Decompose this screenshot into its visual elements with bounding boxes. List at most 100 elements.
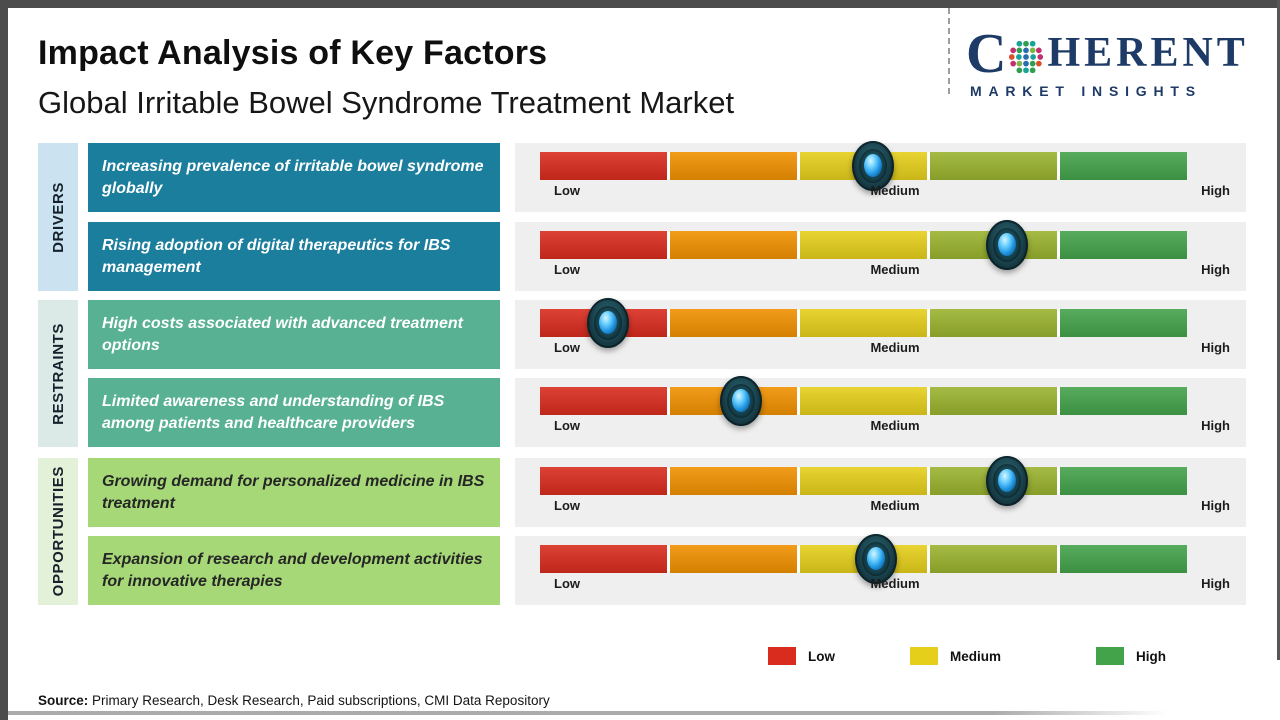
- scale-segment-5: [1060, 467, 1187, 495]
- logo-brand-name: C HERENT: [966, 26, 1266, 82]
- scale-segment-5: [1060, 231, 1187, 259]
- factor-box: Increasing prevalence of irritable bowel…: [88, 143, 500, 212]
- scale-label-low: Low: [554, 498, 580, 513]
- frame-border-top: [0, 0, 1280, 8]
- page-subtitle: Global Irritable Bowel Syndrome Treatmen…: [38, 85, 735, 120]
- scale-label-low: Low: [554, 418, 580, 433]
- factor-box: Rising adoption of digital therapeutics …: [88, 222, 500, 291]
- impact-scale-bar: [540, 387, 1187, 415]
- scale-label-high: High: [1201, 498, 1230, 513]
- factor-text: Rising adoption of digital therapeutics …: [102, 237, 451, 276]
- factor-text: Growing demand for personalized medicine…: [102, 473, 485, 512]
- frame-border-right: [1277, 0, 1280, 660]
- scale-segment-1: [540, 467, 667, 495]
- logo-letters-herent: HERENT: [1047, 30, 1249, 76]
- source-label: Source:: [38, 693, 89, 708]
- category-strip-drivers: DRIVERS: [38, 143, 78, 291]
- impact-panel: Low Medium High: [515, 220, 1246, 291]
- impact-slider-knob[interactable]: [852, 141, 895, 191]
- page-title: Impact Analysis of Key Factors: [38, 34, 548, 72]
- legend-item-high: High: [1096, 646, 1166, 666]
- impact-panel: Low Medium High: [515, 376, 1246, 447]
- scale-label-medium: Medium: [870, 418, 920, 433]
- impact-panel: Low Medium High: [515, 141, 1246, 212]
- scale-segment-1: [540, 387, 667, 415]
- source-text: Primary Research, Desk Research, Paid su…: [92, 693, 550, 708]
- legend-label: High: [1136, 648, 1166, 664]
- scale-segment-1: [540, 231, 667, 259]
- scale-label-high: High: [1201, 576, 1230, 591]
- factor-box: High costs associated with advanced trea…: [88, 300, 500, 369]
- scale-label-medium: Medium: [870, 576, 920, 591]
- factor-box: Limited awareness and understanding of I…: [88, 378, 500, 447]
- scale-label-high: High: [1201, 183, 1230, 198]
- scale-label-medium: Medium: [870, 498, 920, 513]
- impact-slider-knob[interactable]: [855, 534, 898, 584]
- impact-slider-knob[interactable]: [586, 298, 629, 348]
- scale-label-low: Low: [554, 183, 580, 198]
- scale-segment-4: [930, 387, 1057, 415]
- scale-segment-2: [670, 152, 797, 180]
- scale-segment-2: [670, 309, 797, 337]
- legend-swatch-high: [1096, 647, 1124, 665]
- legend-swatch-medium: [910, 647, 938, 665]
- scale-segment-1: [540, 152, 667, 180]
- frame-border-left: [0, 0, 8, 720]
- scale-segment-3: [800, 231, 927, 259]
- scale-segment-5: [1060, 152, 1187, 180]
- scale-segment-3: [800, 467, 927, 495]
- impact-panel: Low Medium High: [515, 298, 1246, 369]
- scale-segment-3: [800, 309, 927, 337]
- legend-label: Low: [808, 648, 835, 664]
- scale-segment-4: [930, 152, 1057, 180]
- category-strip-restraints: RESTRAINTS: [38, 300, 78, 447]
- factor-text: Expansion of research and development ac…: [102, 551, 483, 590]
- factor-text: Increasing prevalence of irritable bowel…: [102, 158, 484, 197]
- logo-letter-c: C: [966, 23, 1007, 85]
- scale-label-medium: Medium: [870, 340, 920, 355]
- scale-segment-1: [540, 545, 667, 573]
- impact-panel: Low Medium High: [515, 534, 1246, 605]
- impact-scale-bar: [540, 309, 1187, 337]
- frame-border-bottom: [8, 711, 1168, 715]
- scale-segment-4: [930, 545, 1057, 573]
- scale-segment-3: [800, 387, 927, 415]
- scale-label-high: High: [1201, 340, 1230, 355]
- legend-swatch-low: [768, 647, 796, 665]
- scale-segment-2: [670, 467, 797, 495]
- scale-segment-5: [1060, 309, 1187, 337]
- scale-label-medium: Medium: [870, 183, 920, 198]
- legend-item-low: Low: [768, 646, 835, 666]
- factor-box: Expansion of research and development ac…: [88, 536, 500, 605]
- legend-item-medium: Medium: [910, 646, 1001, 666]
- company-logo: C HERENT MARKET INSIGHTS: [966, 26, 1266, 99]
- scale-label-low: Low: [554, 576, 580, 591]
- impact-scale-bar: [540, 467, 1187, 495]
- logo-globe-icon: [1009, 40, 1044, 74]
- category-label: DRIVERS: [49, 181, 67, 253]
- factor-text: High costs associated with advanced trea…: [102, 315, 463, 354]
- scale-label-medium: Medium: [870, 262, 920, 277]
- scale-segment-5: [1060, 387, 1187, 415]
- impact-panel: Low Medium High: [515, 456, 1246, 527]
- scale-label-high: High: [1201, 418, 1230, 433]
- impact-slider-knob[interactable]: [986, 456, 1029, 506]
- category-label: OPPORTUNITIES: [49, 466, 67, 597]
- header-dashed-divider: [948, 8, 950, 94]
- source-line: Source: Primary Research, Desk Research,…: [38, 693, 550, 708]
- scale-segment-2: [670, 545, 797, 573]
- scale-label-high: High: [1201, 262, 1230, 277]
- impact-slider-knob[interactable]: [986, 220, 1029, 270]
- factor-box: Growing demand for personalized medicine…: [88, 458, 500, 527]
- factor-text: Limited awareness and understanding of I…: [102, 393, 445, 432]
- logo-tagline: MARKET INSIGHTS: [970, 83, 1202, 99]
- scale-segment-4: [930, 309, 1057, 337]
- scale-label-low: Low: [554, 262, 580, 277]
- legend-label: Medium: [950, 648, 1002, 664]
- scale-segment-2: [670, 231, 797, 259]
- impact-slider-knob[interactable]: [719, 376, 762, 426]
- category-strip-opportunities: OPPORTUNITIES: [38, 458, 78, 605]
- impact-scale-bar: [540, 231, 1187, 259]
- scale-label-low: Low: [554, 340, 580, 355]
